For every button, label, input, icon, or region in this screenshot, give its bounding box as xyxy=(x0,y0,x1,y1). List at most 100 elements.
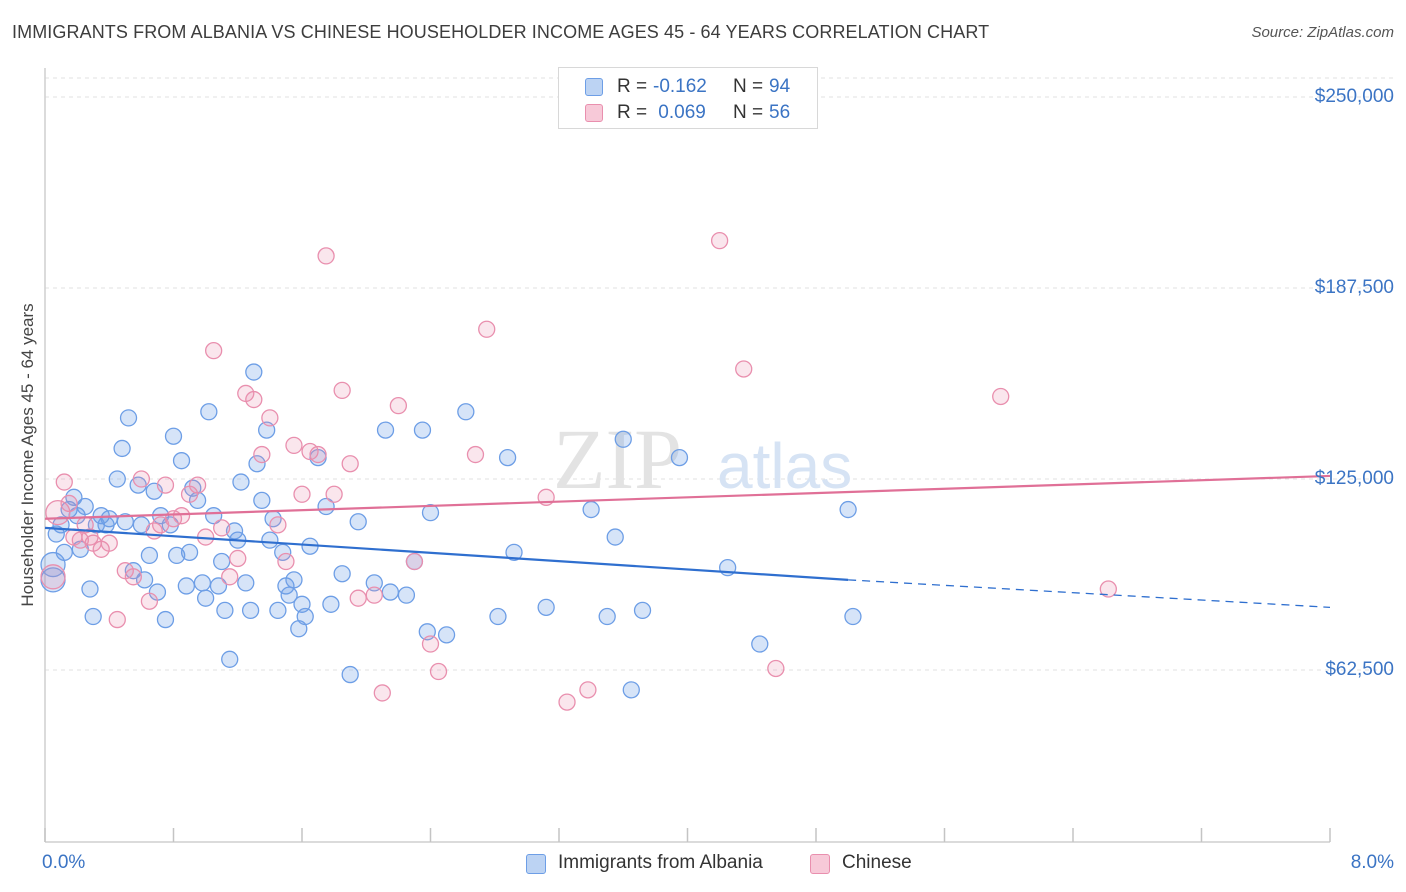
pink-swatch-icon xyxy=(585,104,603,122)
data-point xyxy=(767,659,785,678)
data-point xyxy=(172,452,191,470)
data-point xyxy=(200,403,218,421)
y-tick-label: $125,000 xyxy=(1314,468,1394,489)
data-point xyxy=(349,589,367,607)
legend-label: Immigrants from Albania xyxy=(558,852,763,873)
pink-swatch-icon xyxy=(810,854,830,874)
data-point xyxy=(71,531,89,549)
data-point xyxy=(710,231,729,250)
data-point xyxy=(341,455,359,473)
trend-line-albania xyxy=(44,526,849,581)
data-point xyxy=(505,543,523,561)
data-point xyxy=(205,507,223,525)
data-point xyxy=(225,522,244,540)
data-point xyxy=(172,507,191,525)
data-point xyxy=(598,607,616,626)
data-point xyxy=(325,485,343,503)
n-value: 94 xyxy=(769,76,791,97)
data-point xyxy=(389,397,408,415)
data-point xyxy=(156,610,175,629)
y-axis-label: Householder Income Ages 45 - 64 years xyxy=(18,303,37,607)
n-value: 56 xyxy=(769,102,791,123)
y-tick-label: $250,000 xyxy=(1314,86,1394,107)
data-point xyxy=(213,552,231,571)
r-label: R = xyxy=(617,102,648,123)
data-point xyxy=(341,665,359,684)
trend-line-albania-extension xyxy=(848,579,1331,609)
data-point xyxy=(285,571,303,589)
data-point xyxy=(196,589,215,607)
data-point xyxy=(180,543,199,561)
data-point xyxy=(489,607,507,626)
n-label: N = xyxy=(733,76,764,97)
data-point xyxy=(751,635,769,653)
y-tick-label: $62,500 xyxy=(1325,659,1394,680)
data-point xyxy=(839,500,857,519)
data-point xyxy=(269,516,287,534)
chart-title: IMMIGRANTS FROM ALBANIA VS CHINESE HOUSE… xyxy=(12,22,990,42)
data-point xyxy=(373,684,391,702)
data-point xyxy=(735,360,753,378)
data-point xyxy=(606,528,624,546)
data-point xyxy=(376,421,395,439)
data-point xyxy=(633,601,652,620)
data-point xyxy=(113,439,131,458)
data-point xyxy=(205,341,223,360)
data-point xyxy=(245,363,263,381)
data-point xyxy=(253,491,271,510)
data-point xyxy=(135,571,154,589)
data-point xyxy=(164,427,183,445)
y-tick-label: $187,500 xyxy=(1314,277,1394,298)
x-tick-label: 8.0% xyxy=(1350,852,1394,873)
data-point xyxy=(277,552,295,571)
data-point xyxy=(55,543,73,561)
blue-swatch-icon xyxy=(585,78,603,96)
data-point xyxy=(156,476,175,494)
data-point xyxy=(269,601,287,620)
data-point xyxy=(405,552,424,571)
data-point xyxy=(209,577,228,595)
legend: Immigrants from Albania Chinese xyxy=(0,852,1406,878)
data-point xyxy=(413,421,432,439)
data-point xyxy=(478,320,496,338)
trend-lines xyxy=(44,474,1331,609)
data-point xyxy=(285,436,303,455)
watermark: ZIP atlas xyxy=(553,411,852,507)
data-point xyxy=(280,586,298,604)
data-point xyxy=(397,586,416,604)
stats-box: R = -0.162 N = 94 R = 0.069 N = 56 xyxy=(558,67,818,129)
data-point xyxy=(365,586,383,604)
data-point xyxy=(76,497,94,516)
data-point xyxy=(537,598,555,617)
data-point xyxy=(296,607,314,626)
data-point xyxy=(992,387,1010,406)
data-point xyxy=(60,494,78,513)
data-point xyxy=(245,390,263,409)
data-point xyxy=(457,403,475,421)
data-point xyxy=(670,448,689,467)
data-point xyxy=(47,525,65,543)
r-value: -0.162 xyxy=(653,76,707,97)
data-point xyxy=(221,568,239,586)
r-value: 0.069 xyxy=(653,102,706,123)
data-point xyxy=(108,610,126,629)
watermark-zip: ZIP xyxy=(553,411,682,507)
data-point xyxy=(100,510,118,528)
data-point xyxy=(188,476,207,494)
axes xyxy=(44,68,1331,843)
data-point xyxy=(84,607,102,626)
data-point xyxy=(381,583,399,601)
data-point xyxy=(322,595,340,613)
n-label: N = xyxy=(733,102,764,123)
data-point xyxy=(253,445,271,464)
data-point xyxy=(81,580,99,598)
data-point xyxy=(558,693,576,711)
data-point xyxy=(119,409,138,427)
data-point xyxy=(437,626,456,644)
data-point xyxy=(140,592,159,610)
data-point xyxy=(582,500,600,519)
source-label: Source: ZipAtlas.com xyxy=(1251,24,1394,41)
r-label: R = xyxy=(617,76,648,97)
data-point xyxy=(229,549,247,568)
